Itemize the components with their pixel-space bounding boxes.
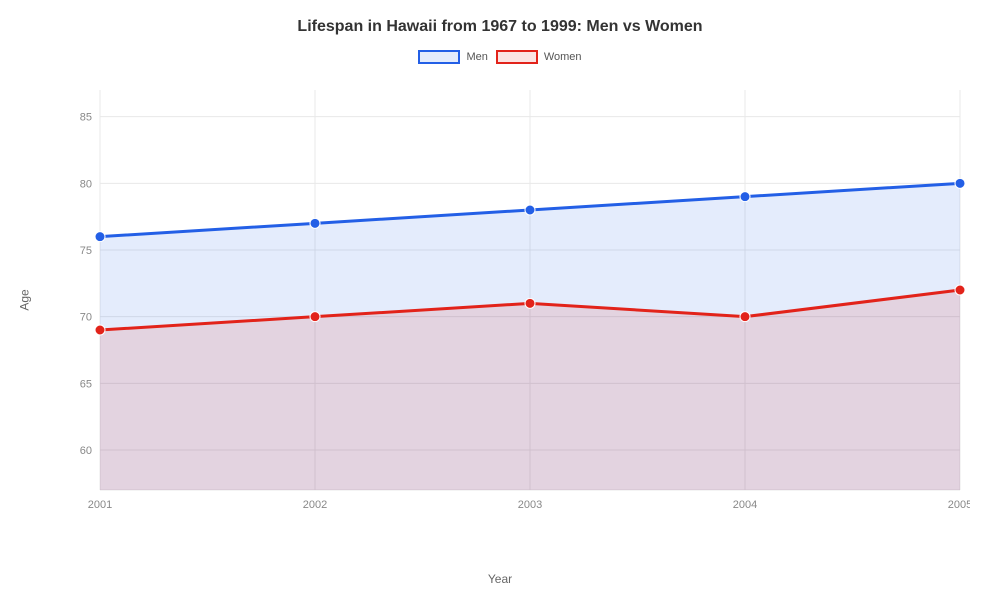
svg-text:2002: 2002 <box>303 499 327 511</box>
svg-text:2003: 2003 <box>518 499 542 511</box>
svg-text:2001: 2001 <box>88 499 112 511</box>
svg-text:2004: 2004 <box>733 499 757 511</box>
svg-text:70: 70 <box>80 312 92 324</box>
chart-title: Lifespan in Hawaii from 1967 to 1999: Me… <box>0 18 1000 36</box>
legend-item-women: Women <box>496 50 582 64</box>
legend-swatch-men <box>418 50 460 64</box>
svg-text:65: 65 <box>80 378 92 390</box>
svg-text:80: 80 <box>80 178 92 190</box>
legend-label-women: Women <box>544 51 582 63</box>
y-axis-label: Age <box>18 289 32 310</box>
chart-svg: 60 65 70 75 80 85 2001 2002 2003 2004 2005 <box>70 80 970 520</box>
legend-label-men: Men <box>466 51 487 63</box>
legend: Men Women <box>0 50 1000 64</box>
svg-text:75: 75 <box>80 245 92 257</box>
chart-container: Lifespan in Hawaii from 1967 to 1999: Me… <box>0 0 1000 600</box>
legend-swatch-women <box>496 50 538 64</box>
svg-text:60: 60 <box>80 445 92 457</box>
svg-text:85: 85 <box>80 112 92 124</box>
x-axis-label: Year <box>0 572 1000 586</box>
plot-area: 60 65 70 75 80 85 2001 2002 2003 2004 2005 <box>70 80 970 520</box>
legend-item-men: Men <box>418 50 487 64</box>
svg-text:2005: 2005 <box>948 499 970 511</box>
